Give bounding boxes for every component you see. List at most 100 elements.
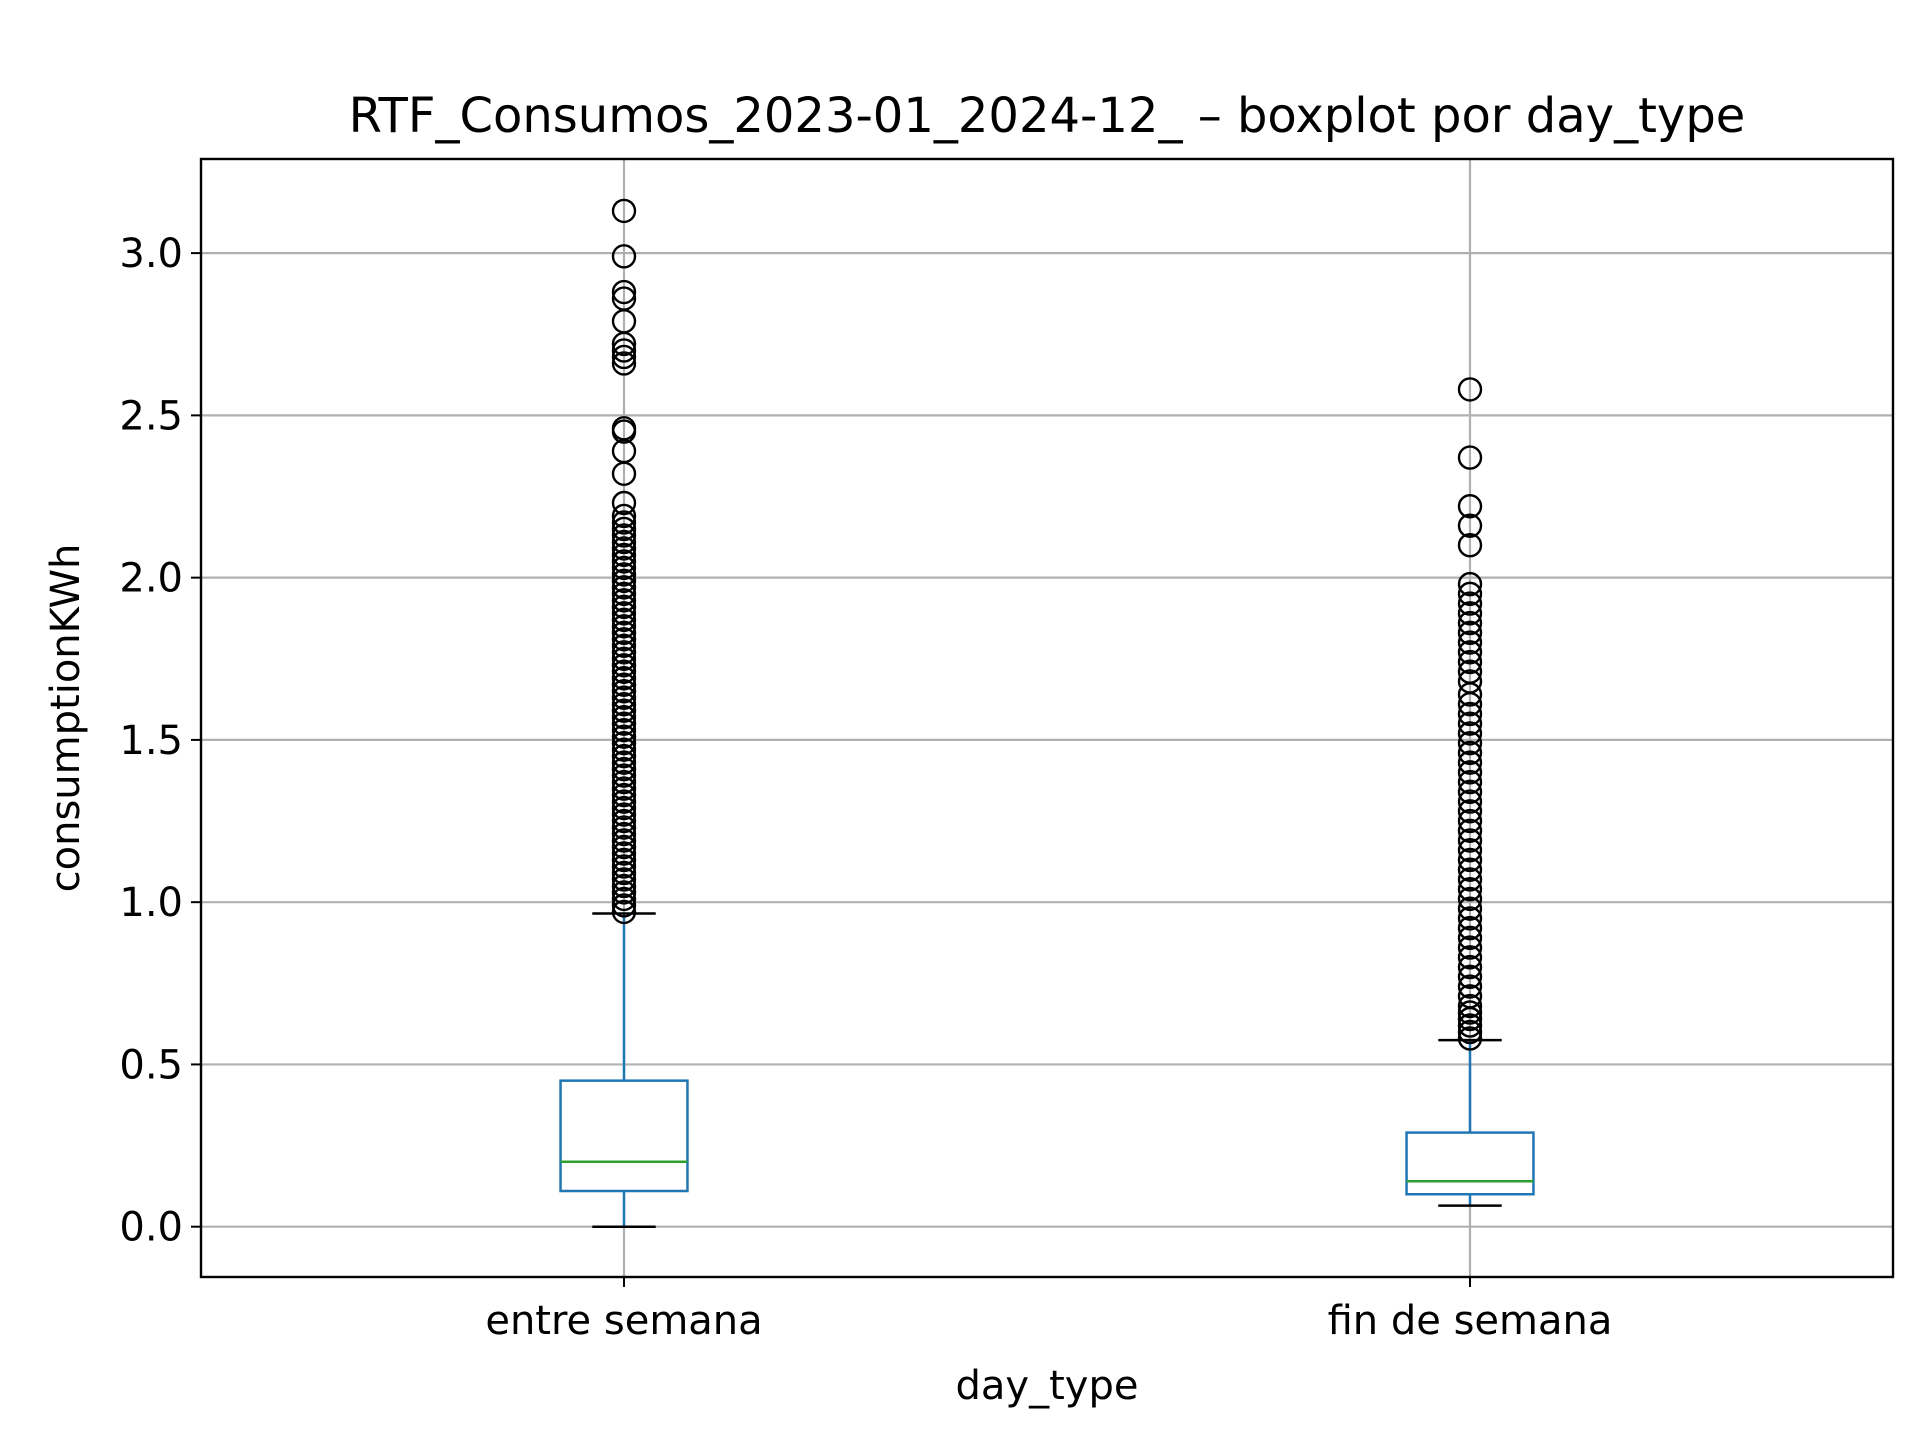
flier-point	[1457, 377, 1483, 402]
flier-point	[611, 899, 637, 925]
flier-point	[611, 490, 637, 516]
flier-point	[1457, 964, 1483, 990]
flier-point	[611, 711, 637, 736]
flier-point	[611, 568, 637, 594]
flier-point	[1457, 571, 1483, 597]
flier-point	[1457, 993, 1483, 1019]
flier-point	[1457, 945, 1483, 970]
flier-point	[1457, 494, 1483, 519]
flier-point	[611, 640, 637, 665]
flier-point	[611, 338, 637, 363]
flier-point	[1457, 876, 1483, 902]
flier-point	[611, 614, 637, 639]
flier-point	[611, 581, 637, 607]
flier-point	[611, 860, 637, 886]
flier-point	[611, 542, 637, 568]
flier-point	[1457, 1006, 1483, 1032]
flier-point	[611, 198, 637, 224]
flier-point	[611, 769, 637, 795]
flier-point	[1457, 760, 1483, 785]
flier-point	[611, 873, 637, 899]
flier-point	[611, 834, 637, 860]
flier-point	[1457, 682, 1483, 707]
chart-title: RTF_Consumos_2023-01_2024-12_ – boxplot …	[349, 88, 1746, 144]
flier-point	[611, 795, 637, 821]
plot-frame	[199, 157, 1895, 1279]
flier-point	[611, 789, 637, 814]
flier-point	[611, 763, 637, 788]
flier-point	[611, 461, 637, 486]
flier-point	[1457, 808, 1483, 834]
y-axis-label: consumptionKWh	[43, 544, 89, 893]
flier-point	[611, 808, 637, 834]
flier-point	[1457, 1013, 1483, 1038]
flier-point	[611, 854, 637, 879]
flier-point	[611, 847, 637, 873]
flier-point	[611, 880, 637, 905]
flier-point	[1457, 601, 1483, 626]
grid-lines	[201, 159, 1893, 1277]
flier-point	[611, 523, 637, 548]
flier-point	[611, 724, 637, 749]
y-tick-label: 3.0	[119, 231, 183, 277]
flier-point	[1457, 692, 1483, 717]
flier-point	[1457, 769, 1483, 795]
flier-point	[611, 510, 637, 535]
flier-point	[1457, 640, 1483, 665]
flier-point	[611, 575, 637, 600]
flier-point	[611, 279, 637, 305]
flier-point	[1457, 906, 1483, 931]
flier-point	[611, 815, 637, 840]
flier-point	[1457, 445, 1483, 470]
x-tick-label: entre semana	[485, 1298, 762, 1344]
y-tick-label: 1.0	[119, 880, 183, 926]
flier-point	[1457, 740, 1483, 766]
flier-point	[1457, 886, 1483, 912]
y-tick-label: 0.5	[119, 1042, 183, 1088]
flier-point	[611, 659, 637, 684]
flier-point	[1457, 730, 1483, 756]
flier-point	[611, 692, 637, 717]
flier-point	[1457, 779, 1483, 805]
flier-point	[611, 627, 637, 652]
flier-point	[611, 620, 637, 646]
flier-point	[611, 743, 637, 769]
flier-point	[1457, 532, 1483, 558]
flier-point	[1457, 954, 1483, 980]
flier-point	[611, 867, 637, 892]
flier-point	[611, 672, 637, 697]
flier-point	[611, 776, 637, 801]
flier-point	[611, 588, 637, 613]
flier-point	[1457, 581, 1483, 607]
y-tick-label: 2.5	[119, 393, 183, 439]
flier-point	[611, 594, 637, 620]
flier-point	[1457, 818, 1483, 843]
flier-point	[1457, 750, 1483, 775]
flier-point	[611, 821, 637, 847]
flier-point	[611, 536, 637, 561]
flier-point	[1457, 591, 1483, 616]
y-tick-label: 2.0	[119, 556, 183, 602]
flier-point	[1457, 935, 1483, 960]
flier-point	[1457, 513, 1483, 538]
flier-point	[1457, 789, 1483, 814]
flier-point	[611, 679, 637, 704]
flier-point	[1457, 1000, 1483, 1025]
flier-point	[1457, 610, 1483, 636]
flier-point	[611, 698, 637, 723]
flier-point	[1457, 867, 1483, 892]
box-iqr	[559, 1079, 689, 1193]
flier-point	[1457, 974, 1483, 999]
flier-point	[611, 555, 637, 581]
box-iqr	[1405, 1131, 1535, 1196]
flier-point	[611, 646, 637, 671]
flier-point	[611, 802, 637, 827]
x-axis-label: day_type	[956, 1363, 1139, 1409]
flier-point	[1457, 838, 1483, 863]
flier-point	[1457, 896, 1483, 921]
flier-point	[611, 344, 637, 370]
flier-point	[1457, 799, 1483, 824]
flier-point	[611, 331, 637, 357]
flier-point	[611, 607, 637, 633]
